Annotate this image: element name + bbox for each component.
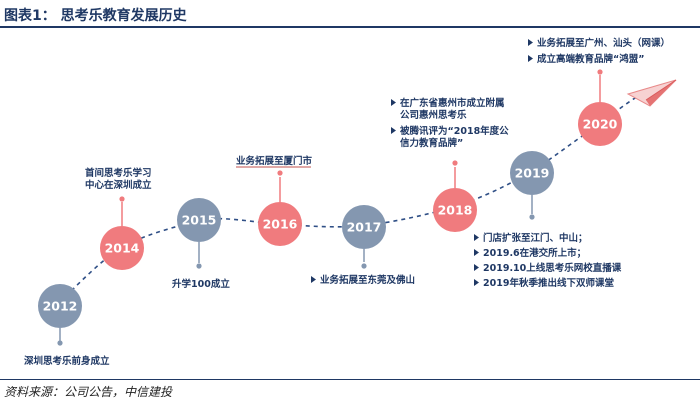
paper-plane-icon xyxy=(626,79,677,107)
milestone-note: 业务拓展至厦门市 xyxy=(236,155,313,167)
connector-dot xyxy=(196,263,202,269)
timeline-node-2017: 2017 xyxy=(342,205,386,269)
timeline-node-2019: 2019 xyxy=(510,151,554,220)
year-circle xyxy=(38,284,82,328)
bullet-arrow-icon xyxy=(528,55,533,62)
bullet-arrow-icon xyxy=(311,276,316,283)
year-label: 2016 xyxy=(263,217,298,232)
milestone-note: 业务拓展至广州、汕头（网课） xyxy=(537,37,670,49)
connector-dot xyxy=(452,160,458,166)
milestone-note: 成立高端教育品牌“鸿盟” xyxy=(537,53,645,65)
year-circle xyxy=(433,188,477,232)
milestone-note: 公司惠州思考乐 xyxy=(400,109,467,121)
timeline-node-2012: 2012 xyxy=(38,284,82,346)
milestone-notes-2017: 业务拓展至东莞及佛山 xyxy=(311,274,415,286)
milestone-note: 2019.6在港交所上市； xyxy=(483,247,586,259)
milestone-note: 首间思考乐学习 xyxy=(85,167,152,179)
year-label: 2020 xyxy=(583,117,618,132)
bullet-arrow-icon xyxy=(528,39,533,46)
timeline-node-2018: 2018 xyxy=(433,160,477,232)
milestone-notes-2020: 业务拓展至广州、汕头（网课） 成立高端教育品牌“鸿盟” xyxy=(528,37,670,65)
connector-dot xyxy=(277,170,283,176)
milestone-note: 在广东省惠州市成立附属 xyxy=(400,97,505,109)
bullet-arrow-icon xyxy=(474,249,479,256)
year-circle xyxy=(510,151,554,195)
connector-dot xyxy=(119,196,125,202)
title-divider xyxy=(0,26,700,28)
year-circle xyxy=(258,202,302,246)
bullet-arrow-icon xyxy=(391,127,396,134)
connector-dot xyxy=(57,340,63,346)
bullet-arrow-icon xyxy=(474,234,479,241)
connector-dot xyxy=(597,69,603,75)
milestone-note: 升学100成立 xyxy=(172,278,230,290)
milestone-notes-2019: 门店扩张至江门、中山； 2019.6在港交所上市； 2019.10上线思考乐网校直播… xyxy=(474,232,622,289)
figure-header: 图表1： 思考乐教育发展历史 xyxy=(0,0,700,28)
timeline-node-2016: 2016 xyxy=(258,170,302,246)
year-label: 2019 xyxy=(515,166,550,181)
timeline-node-2020: 2020 xyxy=(578,69,622,146)
bullet-arrow-icon xyxy=(474,264,479,271)
source-note: 资料来源：公司公告，中信建投 xyxy=(4,385,173,399)
year-label: 2014 xyxy=(105,241,140,256)
milestone-note: 深圳思考乐前身成立 xyxy=(24,355,110,367)
milestone-note: 中心在深圳成立 xyxy=(85,179,152,191)
figure-title: 图表1： 思考乐教育发展历史 xyxy=(4,8,187,24)
year-label: 2015 xyxy=(182,213,217,228)
milestone-note: 业务拓展至东莞及佛山 xyxy=(320,274,415,286)
year-label: 2018 xyxy=(438,203,473,218)
year-circle xyxy=(177,198,221,242)
bullet-arrow-icon xyxy=(474,279,479,286)
timeline-node-2015: 2015 xyxy=(177,198,221,269)
milestone-note: 2019.10上线思考乐网校直播课 xyxy=(483,262,622,274)
milestone-note: 被腾讯评为“2018年度公 xyxy=(400,125,509,137)
year-label: 2017 xyxy=(347,220,382,235)
milestone-notes-2015: 升学100成立 xyxy=(172,278,230,290)
year-circle xyxy=(342,205,386,249)
year-label: 2012 xyxy=(43,299,78,314)
bullet-arrow-icon xyxy=(391,99,396,106)
year-circle xyxy=(100,226,144,270)
source-divider xyxy=(0,379,700,380)
connector-dot xyxy=(529,214,535,220)
milestone-notes-2012: 深圳思考乐前身成立 xyxy=(24,355,110,367)
milestone-notes-2016: 业务拓展至厦门市 xyxy=(236,155,313,168)
timeline-node-2014: 2014 xyxy=(100,196,144,270)
year-circle xyxy=(578,102,622,146)
milestone-note: 门店扩张至江门、中山； xyxy=(483,232,588,244)
connector-dot xyxy=(361,263,367,269)
milestone-note: 信力教育品牌” xyxy=(400,137,463,149)
milestone-note: 2019年秋季推出线下双师课堂 xyxy=(483,277,614,289)
